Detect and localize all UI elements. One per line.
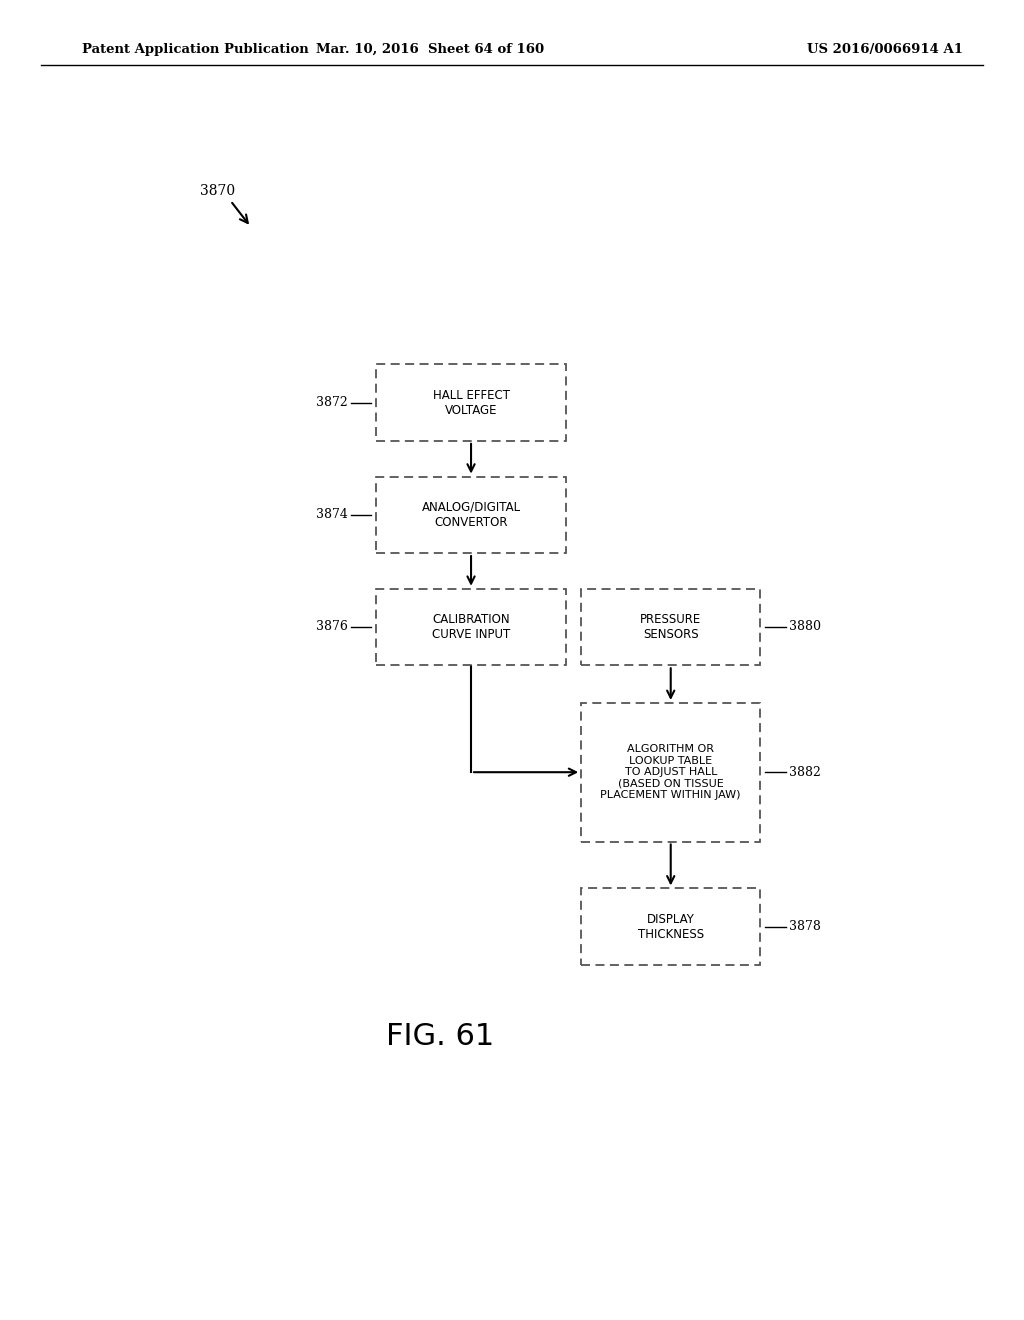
Text: 3880: 3880: [790, 620, 821, 634]
Text: 3878: 3878: [790, 920, 821, 933]
Text: 3874: 3874: [315, 508, 348, 521]
Text: ANALOG/DIGITAL
CONVERTOR: ANALOG/DIGITAL CONVERTOR: [422, 500, 520, 529]
Bar: [582, 589, 760, 665]
Text: Mar. 10, 2016  Sheet 64 of 160: Mar. 10, 2016 Sheet 64 of 160: [316, 44, 544, 55]
Text: 3882: 3882: [790, 766, 821, 779]
Text: 3870: 3870: [200, 185, 234, 198]
Text: CALIBRATION
CURVE INPUT: CALIBRATION CURVE INPUT: [432, 612, 510, 642]
Text: FIG. 61: FIG. 61: [386, 1022, 495, 1051]
Text: DISPLAY
THICKNESS: DISPLAY THICKNESS: [638, 912, 703, 941]
Text: 3876: 3876: [315, 620, 348, 634]
Bar: [377, 364, 565, 441]
Text: 3872: 3872: [315, 396, 348, 409]
Text: Patent Application Publication: Patent Application Publication: [82, 44, 308, 55]
Text: ALGORITHM OR
LOOKUP TABLE
TO ADJUST HALL
(BASED ON TISSUE
PLACEMENT WITHIN JAW): ALGORITHM OR LOOKUP TABLE TO ADJUST HALL…: [600, 744, 741, 800]
Bar: [582, 704, 760, 842]
Bar: [377, 589, 565, 665]
Bar: [582, 888, 760, 965]
Text: US 2016/0066914 A1: US 2016/0066914 A1: [807, 44, 963, 55]
Bar: [377, 477, 565, 553]
Text: PRESSURE
SENSORS: PRESSURE SENSORS: [640, 612, 701, 642]
Text: HALL EFFECT
VOLTAGE: HALL EFFECT VOLTAGE: [432, 388, 510, 417]
